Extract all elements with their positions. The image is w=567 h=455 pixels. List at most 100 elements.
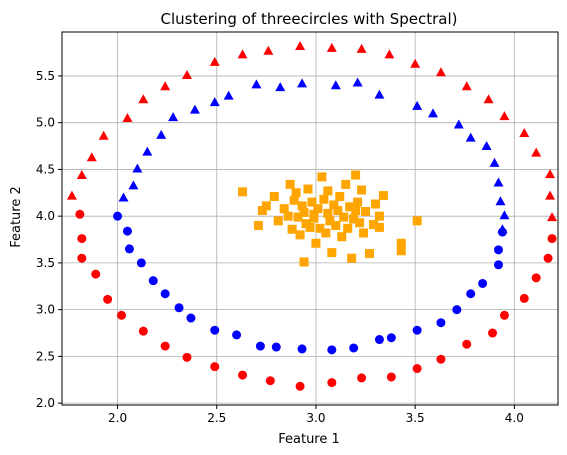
data-point-circle <box>349 343 359 353</box>
data-point-circle <box>386 372 396 382</box>
data-point-triangle <box>545 190 556 200</box>
data-point-square <box>323 208 333 218</box>
data-point-triangle <box>189 104 200 114</box>
data-point-circle <box>493 245 503 255</box>
data-point-triangle <box>156 129 167 139</box>
data-point-circle <box>327 345 337 355</box>
data-point-triangle <box>499 111 510 121</box>
data-point-square <box>412 216 422 226</box>
data-point-circle <box>210 362 220 372</box>
data-point-square <box>287 224 297 234</box>
data-point-circle <box>297 344 307 354</box>
data-point-square <box>327 248 337 258</box>
data-point-circle <box>117 310 127 320</box>
data-point-triangle <box>138 94 149 104</box>
data-point-circle <box>452 305 462 315</box>
data-point-triangle <box>384 49 395 59</box>
data-point-triangle <box>356 43 367 53</box>
data-point-circle <box>77 253 87 263</box>
data-point-square <box>353 197 363 207</box>
data-point-square <box>335 192 345 202</box>
data-point-circle <box>519 293 529 303</box>
data-point-triangle <box>263 45 274 55</box>
data-point-circle <box>466 289 476 299</box>
data-point-square <box>303 184 313 194</box>
y-tick-label: 2.0 <box>36 396 55 410</box>
data-point-circle <box>412 325 422 335</box>
data-point-circle <box>238 370 248 380</box>
data-point-circle <box>91 269 101 279</box>
data-point-square <box>253 221 263 231</box>
data-point-circle <box>75 209 85 219</box>
data-point-square <box>311 238 321 248</box>
data-point-square <box>305 222 315 232</box>
data-point-circle <box>436 354 446 364</box>
x-tick-label: 3.0 <box>306 411 325 425</box>
data-point-triangle <box>483 94 494 104</box>
data-point-square <box>339 212 349 222</box>
data-point-circle <box>160 289 170 299</box>
data-point-triangle <box>223 90 234 100</box>
data-point-triangle <box>142 146 153 156</box>
data-point-square <box>279 204 289 214</box>
x-tick-label: 4.0 <box>505 411 524 425</box>
y-tick-label: 5.0 <box>36 116 55 130</box>
data-point-triangle <box>495 196 506 206</box>
data-point-triangle <box>352 77 363 87</box>
data-point-triangle <box>481 141 492 151</box>
data-point-triangle <box>160 81 171 91</box>
data-point-square <box>257 206 267 216</box>
data-point-square <box>293 212 303 222</box>
data-point-square <box>351 206 361 216</box>
data-point-square <box>378 191 388 201</box>
data-point-square <box>283 211 293 221</box>
data-point-circle <box>124 244 134 254</box>
data-point-square <box>337 232 347 242</box>
data-point-triangle <box>209 97 220 107</box>
data-point-square <box>321 228 331 238</box>
data-point-triangle <box>545 169 556 179</box>
data-point-triangle <box>519 127 530 137</box>
data-point-circle <box>265 376 275 386</box>
data-point-triangle <box>493 177 504 187</box>
data-point-square <box>323 186 333 196</box>
data-point-square <box>307 197 317 207</box>
data-point-square <box>343 223 353 233</box>
grid-lines <box>62 32 558 405</box>
data-point-circle <box>182 352 192 362</box>
data-point-circle <box>295 381 305 391</box>
data-point-triangle <box>547 212 558 222</box>
data-point-triangle <box>118 192 129 202</box>
data-point-triangle <box>412 100 423 110</box>
data-point-triangle <box>132 163 143 173</box>
y-tick-label: 5.5 <box>36 69 55 83</box>
data-point-square <box>345 202 355 212</box>
data-point-circle <box>174 303 184 313</box>
data-point-triangle <box>410 58 421 68</box>
data-point-square <box>365 249 375 259</box>
data-point-triangle <box>297 78 308 88</box>
data-point-circle <box>148 276 158 286</box>
data-point-square <box>299 207 309 217</box>
data-point-triangle <box>374 89 385 99</box>
data-point-square <box>374 211 384 221</box>
data-point-circle <box>478 278 488 288</box>
data-point-circle <box>386 333 396 343</box>
data-point-square <box>396 238 406 248</box>
data-point-square <box>269 192 279 202</box>
y-tick-label: 3.0 <box>36 303 55 317</box>
data-point-square <box>317 172 327 182</box>
data-point-square <box>295 230 305 240</box>
data-point-square <box>238 187 248 197</box>
data-point-square <box>291 188 301 198</box>
data-point-triangle <box>465 132 476 142</box>
data-point-circle <box>531 273 541 283</box>
y-tick-label: 2.5 <box>36 349 55 363</box>
data-point-square <box>273 216 283 226</box>
data-point-circle <box>436 318 446 328</box>
axis-ticks: 2.0 2.5 3.0 3.5 4.0 2.0 2.5 3.0 3.5 4.0 4.5 5.0 5.5 <box>36 69 524 425</box>
data-point-triangle <box>453 119 464 129</box>
data-point-square <box>341 179 351 189</box>
y-axis-label: Feature 2 <box>9 186 24 248</box>
